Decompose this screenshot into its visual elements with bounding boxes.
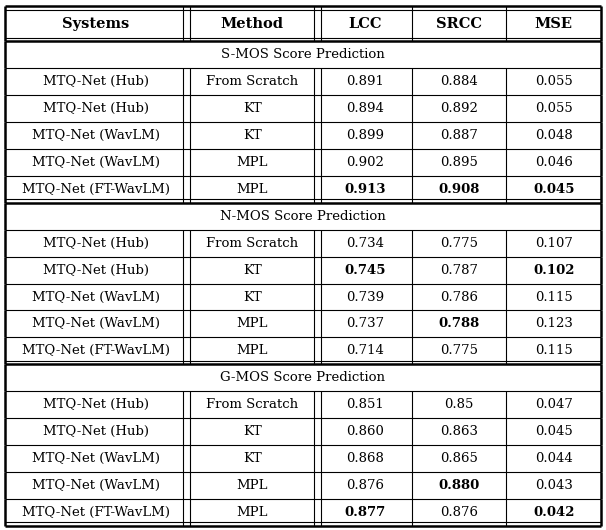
Text: MTQ-Net (WavLM): MTQ-Net (WavLM): [32, 129, 160, 142]
Text: 0.775: 0.775: [440, 237, 478, 250]
Text: 0.880: 0.880: [439, 479, 480, 492]
Text: MPL: MPL: [236, 156, 268, 169]
Text: 0.123: 0.123: [535, 317, 573, 330]
Text: 0.865: 0.865: [441, 452, 478, 465]
Text: 0.045: 0.045: [535, 425, 573, 438]
Text: 0.891: 0.891: [346, 75, 384, 88]
Text: KT: KT: [243, 263, 262, 277]
Text: 0.787: 0.787: [440, 263, 478, 277]
Text: 0.048: 0.048: [535, 129, 573, 142]
Text: 0.046: 0.046: [535, 156, 573, 169]
Text: 0.876: 0.876: [440, 506, 478, 519]
Text: MTQ-Net (FT-WavLM): MTQ-Net (FT-WavLM): [22, 344, 170, 357]
Text: SRCC: SRCC: [436, 17, 482, 31]
Text: 0.902: 0.902: [346, 156, 384, 169]
Text: 0.894: 0.894: [346, 102, 384, 115]
Text: 0.786: 0.786: [440, 290, 478, 304]
Text: 0.899: 0.899: [346, 129, 384, 142]
Text: 0.107: 0.107: [535, 237, 573, 250]
Text: 0.775: 0.775: [440, 344, 478, 357]
Text: MTQ-Net (Hub): MTQ-Net (Hub): [43, 425, 149, 438]
Text: From Scratch: From Scratch: [206, 237, 298, 250]
Text: 0.737: 0.737: [346, 317, 384, 330]
Text: MTQ-Net (WavLM): MTQ-Net (WavLM): [32, 452, 160, 465]
Text: KT: KT: [243, 129, 262, 142]
Text: Method: Method: [221, 17, 284, 31]
Text: 0.044: 0.044: [535, 452, 573, 465]
Text: MSE: MSE: [534, 17, 573, 31]
Text: MPL: MPL: [236, 317, 268, 330]
Text: MPL: MPL: [236, 506, 268, 519]
Text: 0.788: 0.788: [439, 317, 480, 330]
Text: G-MOS Score Prediction: G-MOS Score Prediction: [221, 371, 385, 384]
Text: 0.102: 0.102: [533, 263, 574, 277]
Text: 0.908: 0.908: [439, 183, 480, 196]
Text: 0.877: 0.877: [344, 506, 385, 519]
Text: MTQ-Net (WavLM): MTQ-Net (WavLM): [32, 156, 160, 169]
Text: 0.884: 0.884: [441, 75, 478, 88]
Text: N-MOS Score Prediction: N-MOS Score Prediction: [220, 210, 386, 223]
Text: 0.745: 0.745: [344, 263, 386, 277]
Text: 0.895: 0.895: [441, 156, 478, 169]
Text: MTQ-Net (WavLM): MTQ-Net (WavLM): [32, 317, 160, 330]
Text: MTQ-Net (FT-WavLM): MTQ-Net (FT-WavLM): [22, 506, 170, 519]
Text: MTQ-Net (Hub): MTQ-Net (Hub): [43, 75, 149, 88]
Text: 0.042: 0.042: [533, 506, 574, 519]
Text: 0.85: 0.85: [445, 398, 474, 411]
Text: 0.913: 0.913: [344, 183, 386, 196]
Text: 0.045: 0.045: [533, 183, 574, 196]
Text: MTQ-Net (FT-WavLM): MTQ-Net (FT-WavLM): [22, 183, 170, 196]
Text: MTQ-Net (Hub): MTQ-Net (Hub): [43, 398, 149, 411]
Text: MTQ-Net (WavLM): MTQ-Net (WavLM): [32, 479, 160, 492]
Text: KT: KT: [243, 452, 262, 465]
Text: 0.739: 0.739: [346, 290, 384, 304]
Text: MPL: MPL: [236, 479, 268, 492]
Text: KT: KT: [243, 290, 262, 304]
Text: 0.868: 0.868: [346, 452, 384, 465]
Text: MTQ-Net (Hub): MTQ-Net (Hub): [43, 237, 149, 250]
Text: 0.115: 0.115: [535, 344, 573, 357]
Text: MTQ-Net (WavLM): MTQ-Net (WavLM): [32, 290, 160, 304]
Text: 0.043: 0.043: [535, 479, 573, 492]
Text: 0.887: 0.887: [441, 129, 478, 142]
Text: LCC: LCC: [348, 17, 382, 31]
Text: 0.876: 0.876: [346, 479, 384, 492]
Text: 0.892: 0.892: [441, 102, 478, 115]
Text: S-MOS Score Prediction: S-MOS Score Prediction: [221, 48, 385, 61]
Text: MTQ-Net (Hub): MTQ-Net (Hub): [43, 102, 149, 115]
Text: MPL: MPL: [236, 344, 268, 357]
Text: 0.055: 0.055: [535, 102, 573, 115]
Text: 0.851: 0.851: [346, 398, 384, 411]
Text: 0.863: 0.863: [440, 425, 478, 438]
Text: 0.047: 0.047: [535, 398, 573, 411]
Text: 0.115: 0.115: [535, 290, 573, 304]
Text: KT: KT: [243, 102, 262, 115]
Text: KT: KT: [243, 425, 262, 438]
Text: From Scratch: From Scratch: [206, 398, 298, 411]
Text: 0.734: 0.734: [346, 237, 384, 250]
Text: MPL: MPL: [236, 183, 268, 196]
Text: 0.860: 0.860: [346, 425, 384, 438]
Text: 0.714: 0.714: [346, 344, 384, 357]
Text: 0.055: 0.055: [535, 75, 573, 88]
Text: From Scratch: From Scratch: [206, 75, 298, 88]
Text: Systems: Systems: [62, 17, 130, 31]
Text: MTQ-Net (Hub): MTQ-Net (Hub): [43, 263, 149, 277]
